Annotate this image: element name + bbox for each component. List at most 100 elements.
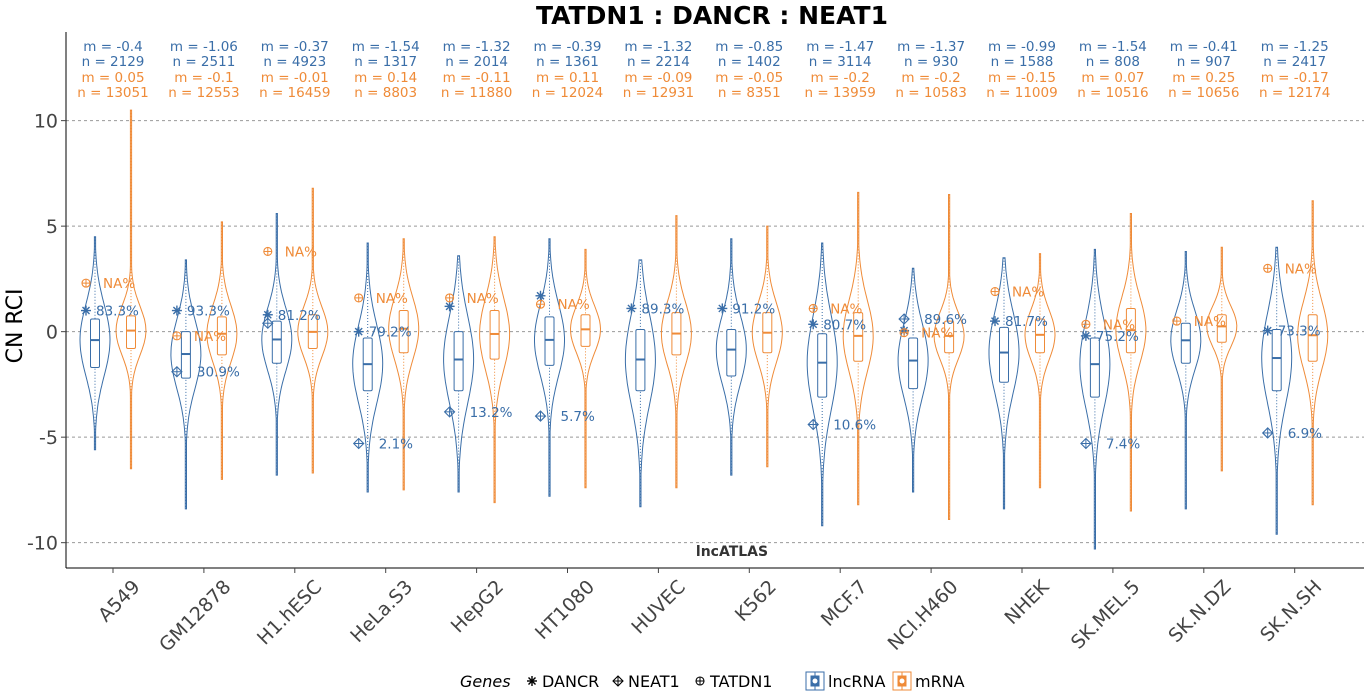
mrna-violin [388,238,420,491]
lncrna-violin-outline [897,267,929,493]
mrna-count-label: n = 12553 [168,85,239,101]
mrna-count-label: n = 11009 [986,85,1057,101]
mrna-violin-outline [660,215,692,489]
asterisk-stroke [354,327,363,336]
legend-class-label: mRNA [915,672,965,691]
DANCR-marker [444,301,455,312]
lnc-count-label: n = 3114 [809,54,872,70]
grid-lines [66,120,1364,544]
mrna-violin [479,236,511,504]
mrna-box [853,312,864,362]
mrna-box [216,316,227,356]
lncrna-violin [170,259,202,510]
NEAT1-marker [171,365,183,378]
mrna-median-label: m = -0.1 [174,70,233,86]
asterisk-stroke [82,306,90,315]
lncrna-violin-outline [261,213,293,476]
mrna-violin-outline [297,187,329,474]
mrna-violin [933,194,965,520]
DANCR-marker [990,316,1000,327]
lncrna-violin [534,238,565,497]
cell-line-markers: 79.2% 2.1% NA% [352,291,413,452]
mrna-violin [206,221,238,480]
mrna-box [1307,314,1318,362]
DANCR-marker [171,305,182,316]
y-tick-label: 0 [46,322,58,344]
mrna-violin-outline [1024,253,1056,489]
cell-line-markers: 81.2% NA% [262,244,321,329]
mrna-violin-outline [1206,246,1238,472]
asterisk-stroke [172,306,181,315]
lncrna-box [544,316,555,366]
NEAT1-marker [534,410,547,422]
tatdn1-percent: NA% [921,326,953,342]
NEAT1-marker [352,437,365,450]
chart-title: TATDN1 : DANCR : NEAT1 [536,1,888,30]
mrna-count-label: n = 10656 [1168,85,1239,101]
legend-class-label: lncRNA [828,672,885,691]
y-tick-label: 5 [46,216,58,238]
y-tick-label: -10 [27,533,58,555]
x-tick-label: K562 [731,576,781,626]
dancr-percent: 81.2% [278,308,321,324]
mrna-violin [297,187,329,474]
neat1-percent: 13.2% [470,405,513,421]
lnc-count-label: n = 1402 [718,54,781,70]
violins [79,109,1329,550]
x-tick-label: NHEK [1001,576,1054,629]
TATDN1-marker [263,246,273,257]
mrna-median-label: m = -0.15 [988,70,1056,86]
cell-line-markers: 80.7% 10.6% NA% [807,301,876,434]
lncrna-box [271,320,282,364]
mrna-median-label: m = -0.17 [1261,70,1329,86]
mrna-median-label: m = 0.14 [354,70,417,86]
mrna-median-label: m = 0.25 [1172,70,1235,86]
lnc-count-label: n = 1317 [354,54,417,70]
mrna-count-label: n = 12174 [1259,85,1330,101]
mrna-violin-outline [933,194,965,520]
gene-markers: 83.3% NA% 93.3% 30.9% NA% 81.2% NA% 79.2% 2.1% NA… [81,244,1322,452]
lncrna-box [999,326,1009,383]
mrna-violin [1115,213,1147,512]
DANCR-marker [353,326,364,337]
TATDN1-marker [808,303,818,313]
x-tick-label: HT1080 [531,576,599,644]
lncrna-violin [79,236,111,451]
mrna-count-label: n = 10516 [1077,85,1148,101]
lnc-count-label: n = 2417 [1263,54,1326,70]
legend: Genes DANCR NEAT1 TATDN1 lncRNA mRNA [460,671,965,691]
cell-line-markers: 89.6%NA% [898,312,967,342]
mrna-violin [751,225,783,468]
TATDN1-marker [1263,263,1273,273]
legend-gene-label: TATDN1 [709,672,772,691]
cell-line-markers: 75.2% 7.4% NA% [1080,317,1140,452]
mrna-box [1035,318,1045,354]
lncrna-box [1180,322,1191,364]
mrna-count-label: n = 13959 [804,85,875,101]
y-axis-label: CN RCI [3,289,28,364]
cell-line-markers: 13.2% NA% [443,291,513,421]
asterisk-stroke [627,304,636,313]
lncrna-violin [806,242,838,527]
lnc-median-label: m = -0.37 [261,39,329,55]
y-ticks: 10 5 0 -5 -10 [27,111,66,555]
cell-line-markers: 5.7% NA% [534,290,595,425]
TATDN1-marker [445,293,455,303]
lncrna-violin-outline [170,259,202,510]
NEAT1-marker [262,317,274,329]
NEAT1-marker [1261,427,1274,439]
x-tick-label: SK.N.SH [1256,576,1326,646]
lnc-median-label: m = -1.54 [1079,39,1147,55]
dancr-percent: 79.2% [369,325,412,341]
NEAT1-marker [807,418,819,431]
mrna-box [1216,314,1227,343]
x-tick-label: NCI.H460 [884,576,963,655]
neat1-percent: 2.1% [379,436,413,452]
